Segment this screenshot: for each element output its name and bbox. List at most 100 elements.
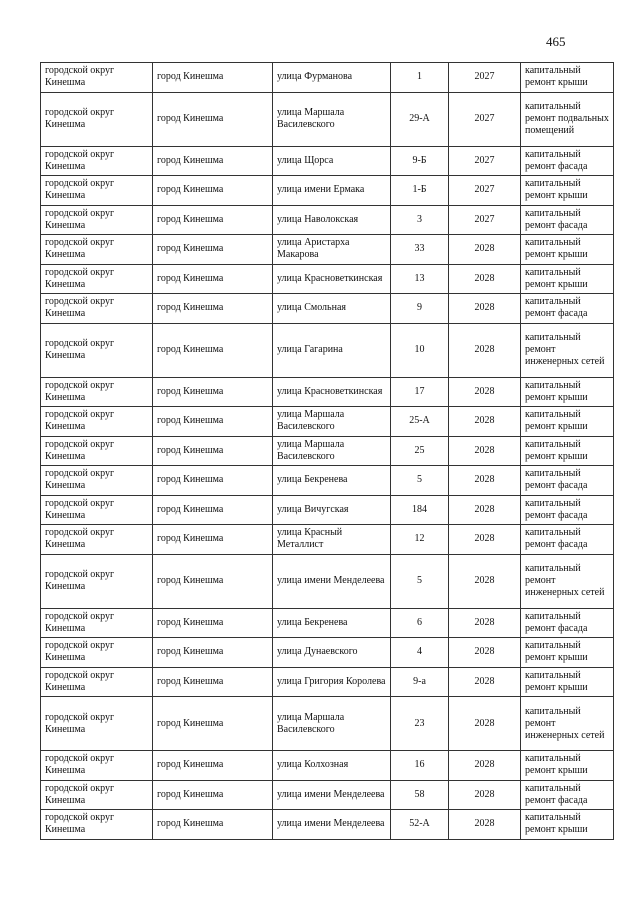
city-cell: город Кинешма (152, 322, 273, 378)
work-type-cell: капитальный ремонт крыши (520, 62, 614, 93)
district-cell: городской округ Кинешма (40, 263, 153, 294)
table-row: городской округ Кинешма город Кинешма улиц… (40, 376, 614, 407)
table-row: городской округ Кинешма город Кинешма улиц… (40, 524, 614, 555)
house-number-cell: 6 (390, 607, 449, 638)
district-cell: городской округ Кинешма (40, 293, 153, 324)
year-cell: 2028 (448, 435, 521, 466)
work-type-cell: капитальный ремонт крыши (520, 234, 614, 265)
district-cell: городской округ Кинешма (40, 376, 153, 407)
work-type-cell: капитальный ремонт фасада (520, 494, 614, 525)
district-cell: городской округ Кинешма (40, 494, 153, 525)
district-cell: городской округ Кинешма (40, 435, 153, 466)
work-type-cell: капитальный ремонт крыши (520, 406, 614, 437)
house-number-cell: 9 (390, 293, 449, 324)
table-row: городской округ Кинешма город Кинешма улиц… (40, 494, 614, 525)
city-cell: город Кинешма (152, 750, 273, 781)
year-cell: 2028 (448, 494, 521, 525)
work-type-cell: капитальный ремонт фасада (520, 204, 614, 235)
table-row: городской округ Кинешма город Кинешма улиц… (40, 322, 614, 378)
house-number-cell: 5 (390, 553, 449, 609)
work-type-cell: капитальный ремонт крыши (520, 263, 614, 294)
district-cell: городской округ Кинешма (40, 91, 153, 147)
year-cell: 2028 (448, 524, 521, 555)
work-type-cell: капитальный ремонт фасада (520, 293, 614, 324)
year-cell: 2028 (448, 234, 521, 265)
street-cell: улица Щорса (272, 145, 391, 176)
district-cell: городской округ Кинешма (40, 406, 153, 437)
city-cell: город Кинешма (152, 524, 273, 555)
work-type-cell: капитальный ремонт инженерных сетей (520, 696, 614, 751)
street-cell: улица имени Менделеева (272, 553, 391, 609)
year-cell: 2028 (448, 607, 521, 638)
city-cell: город Кинешма (152, 293, 273, 324)
street-cell: улица Бекренева (272, 607, 391, 638)
year-cell: 2028 (448, 293, 521, 324)
table-row: городской округ Кинешма город Кинешма улиц… (40, 204, 614, 235)
year-cell: 2028 (448, 637, 521, 668)
city-cell: город Кинешма (152, 553, 273, 609)
district-cell: городской округ Кинешма (40, 175, 153, 206)
city-cell: город Кинешма (152, 779, 273, 810)
year-cell: 2027 (448, 91, 521, 147)
city-cell: город Кинешма (152, 809, 273, 840)
district-cell: городской округ Кинешма (40, 637, 153, 668)
table-row: городской округ Кинешма город Кинешма улиц… (40, 293, 614, 324)
city-cell: город Кинешма (152, 465, 273, 496)
table-row: городской округ Кинешма город Кинешма улиц… (40, 607, 614, 638)
table-row: городской округ Кинешма город Кинешма улиц… (40, 637, 614, 668)
table-row: городской округ Кинешма город Кинешма улиц… (40, 62, 614, 93)
year-cell: 2027 (448, 204, 521, 235)
work-type-cell: капитальный ремонт фасада (520, 145, 614, 176)
street-cell: улица Бекренева (272, 465, 391, 496)
street-cell: улица Маршала Василевского (272, 435, 391, 466)
year-cell: 2028 (448, 809, 521, 840)
table-row: городской округ Кинешма город Кинешма улиц… (40, 750, 614, 781)
district-cell: городской округ Кинешма (40, 666, 153, 697)
table-row: городской округ Кинешма город Кинешма улиц… (40, 779, 614, 810)
district-cell: городской округ Кинешма (40, 234, 153, 265)
district-cell: городской округ Кинешма (40, 465, 153, 496)
street-cell: улица Фурманова (272, 62, 391, 93)
table-row: городской округ Кинешма город Кинешма улиц… (40, 263, 614, 294)
table-row: городской округ Кинешма город Кинешма улиц… (40, 175, 614, 206)
street-cell: улица имени Менделеева (272, 809, 391, 840)
district-cell: городской округ Кинешма (40, 809, 153, 840)
house-number-cell: 4 (390, 637, 449, 668)
work-type-cell: капитальный ремонт инженерных сетей (520, 553, 614, 609)
house-number-cell: 52-А (390, 809, 449, 840)
house-number-cell: 23 (390, 696, 449, 751)
house-number-cell: 58 (390, 779, 449, 810)
street-cell: улица Наволокская (272, 204, 391, 235)
year-cell: 2028 (448, 263, 521, 294)
district-cell: городской округ Кинешма (40, 553, 153, 609)
city-cell: город Кинешма (152, 234, 273, 265)
street-cell: улица Гагарина (272, 322, 391, 378)
street-cell: улица Красноветкинская (272, 376, 391, 407)
house-number-cell: 184 (390, 494, 449, 525)
city-cell: город Кинешма (152, 607, 273, 638)
house-number-cell: 1-Б (390, 175, 449, 206)
district-cell: городской округ Кинешма (40, 145, 153, 176)
year-cell: 2027 (448, 145, 521, 176)
street-cell: улица Красный Металлист (272, 524, 391, 555)
year-cell: 2028 (448, 750, 521, 781)
city-cell: город Кинешма (152, 91, 273, 147)
work-type-cell: капитальный ремонт крыши (520, 666, 614, 697)
table-row: городской округ Кинешма город Кинешма улиц… (40, 91, 614, 147)
work-type-cell: капитальный ремонт крыши (520, 750, 614, 781)
work-type-cell: капитальный ремонт подвальных помещений (520, 91, 614, 147)
house-number-cell: 5 (390, 465, 449, 496)
year-cell: 2027 (448, 175, 521, 206)
house-number-cell: 33 (390, 234, 449, 265)
year-cell: 2028 (448, 553, 521, 609)
year-cell: 2028 (448, 779, 521, 810)
repair-schedule-table: городской округ Кинешма город Кинешма улиц… (40, 62, 614, 840)
year-cell: 2028 (448, 406, 521, 437)
city-cell: город Кинешма (152, 406, 273, 437)
street-cell: улица имени Ермака (272, 175, 391, 206)
house-number-cell: 29-А (390, 91, 449, 147)
street-cell: улица Колхозная (272, 750, 391, 781)
street-cell: улица Вичугская (272, 494, 391, 525)
street-cell: улица Смольная (272, 293, 391, 324)
district-cell: городской округ Кинешма (40, 204, 153, 235)
